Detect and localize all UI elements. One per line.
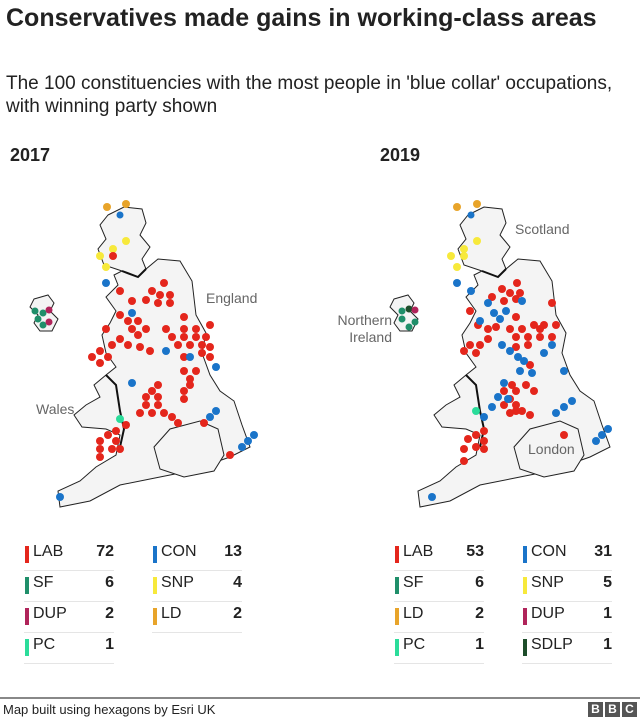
region-label-scotland: Scotland (515, 221, 570, 237)
party-name: SF (403, 574, 424, 591)
party-name: PC (403, 636, 426, 653)
chart-title: Conservatives made gains in working-clas… (6, 4, 597, 32)
seat-count: 72 (96, 543, 114, 560)
logo-letter: B (605, 702, 620, 717)
legend-row: SDLP 1 (522, 633, 612, 664)
legend-column: LAB 72 SF 6 DUP 2 PC 1 (24, 540, 114, 664)
hex-map-2017 (20, 185, 280, 515)
legend-row: CON 31 (522, 540, 612, 571)
legend-row: LD 2 (394, 602, 484, 633)
pc-swatch (395, 639, 399, 656)
constituency-hexes (31, 200, 258, 501)
legend-row: PC 1 (394, 633, 484, 664)
region-label-london: London (528, 441, 575, 457)
logo-letter: C (622, 702, 637, 717)
seat-count: 31 (594, 543, 612, 560)
con-swatch (153, 546, 157, 563)
party-name: SF (33, 574, 54, 591)
dup-swatch (25, 608, 29, 625)
sdlp-swatch (523, 639, 527, 656)
party-name: PC (33, 636, 56, 653)
party-name: SNP (531, 574, 564, 591)
region-label-wales: Wales (36, 401, 75, 417)
ld-swatch (395, 608, 399, 625)
seat-count: 5 (603, 574, 612, 591)
legend-row: LAB 72 (24, 540, 114, 571)
party-name: SNP (161, 574, 194, 591)
chart-subtitle: The 100 constituencies with the most peo… (6, 73, 613, 117)
legend-row: SF 6 (394, 571, 484, 602)
legend-row: DUP 2 (24, 602, 114, 633)
lab-swatch (395, 546, 399, 563)
sf-swatch (25, 577, 29, 594)
legend-row: CON 13 (152, 540, 242, 571)
seat-count: 1 (603, 636, 612, 653)
party-name: DUP (33, 605, 67, 622)
seat-count: 6 (105, 574, 114, 591)
bbc-logo: B B C (588, 702, 637, 717)
snp-swatch (153, 577, 157, 594)
footer: Map built using hexagons by Esri UK B B … (0, 697, 640, 722)
dup-swatch (523, 608, 527, 625)
party-name: LD (403, 605, 424, 622)
legend-row: LD 2 (152, 602, 242, 633)
snp-swatch (523, 577, 527, 594)
scotland-border (481, 268, 507, 279)
seat-count: 2 (233, 605, 242, 622)
seat-count: 6 (475, 574, 484, 591)
party-name: LAB (403, 543, 434, 560)
seat-count: 2 (475, 605, 484, 622)
seat-count: 13 (224, 543, 242, 560)
year-label-2019: 2019 (380, 145, 421, 165)
source-note: Map built using hexagons by Esri UK (3, 702, 216, 717)
legend-row: SNP 5 (522, 571, 612, 602)
seat-count: 1 (105, 636, 114, 653)
legend-row: DUP 1 (522, 602, 612, 633)
seat-count: 53 (466, 543, 484, 560)
legend-row: SNP 4 (152, 571, 242, 602)
party-name: LD (161, 605, 182, 622)
legend-column: CON 13 SNP 4 LD 2 (152, 540, 242, 633)
logo-letter: B (588, 702, 603, 717)
pc-swatch (25, 639, 29, 656)
sf-swatch (395, 577, 399, 594)
hex-map-2019 (380, 185, 640, 515)
legend-row: PC 1 (24, 633, 114, 664)
ld-swatch (153, 608, 157, 625)
legend-row: SF 6 (24, 571, 114, 602)
party-name: CON (161, 543, 197, 560)
legend-column: CON 31 SNP 5 DUP 1 SDLP 1 (522, 540, 612, 664)
seat-count: 1 (475, 636, 484, 653)
seat-count: 4 (233, 574, 242, 591)
party-name: DUP (531, 605, 565, 622)
region-label-england: England (206, 290, 258, 306)
seat-count: 1 (603, 605, 612, 622)
lab-swatch (25, 546, 29, 563)
seat-count: 2 (105, 605, 114, 622)
uk-outline (57, 206, 251, 508)
legend-row: LAB 53 (394, 540, 484, 571)
scotland-border (121, 268, 147, 279)
party-name: SDLP (531, 636, 573, 653)
con-swatch (523, 546, 527, 563)
party-name: CON (531, 543, 567, 560)
year-label-2017: 2017 (10, 145, 51, 165)
party-name: LAB (33, 543, 64, 560)
constituency-hexes (398, 200, 612, 501)
region-label-northern-ireland: Northern Ireland (337, 312, 392, 345)
wales-border (105, 374, 126, 448)
legend-column: LAB 53 SF 6 LD 2 PC 1 (394, 540, 484, 664)
